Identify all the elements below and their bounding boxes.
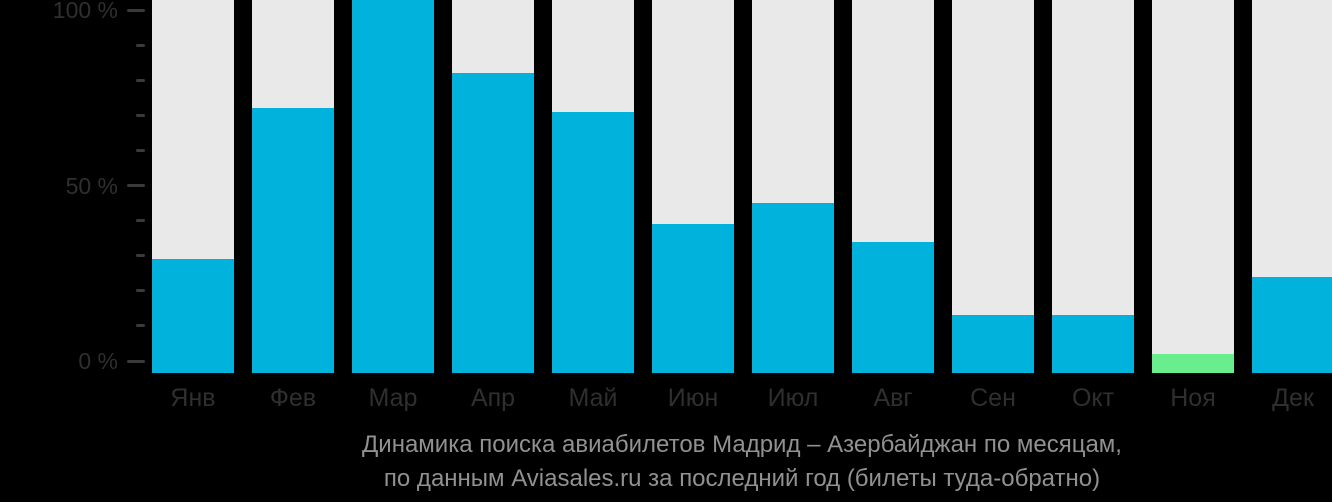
x-axis-label: Янв [170, 384, 216, 412]
x-axis-label: Авг [873, 384, 913, 412]
x-axis-label: Окт [1071, 384, 1115, 412]
y-axis-tick [136, 78, 145, 82]
y-axis-tick [127, 8, 145, 12]
bar-track [252, 0, 334, 373]
bar-fill [752, 203, 834, 373]
bar-fill [952, 315, 1034, 373]
bar-track [952, 0, 1034, 373]
y-axis-tick-label: 50 % [65, 172, 118, 199]
bar-track [752, 0, 834, 373]
bar-track [652, 0, 734, 373]
bar-track [1252, 0, 1332, 373]
bar-fill [552, 111, 634, 373]
y-axis-tick [136, 219, 145, 223]
x-axis-label: Июл [767, 384, 819, 412]
bar-track [452, 0, 534, 373]
bar-fill [452, 73, 534, 373]
y-axis-tick [127, 359, 145, 363]
bar-fill [1152, 353, 1234, 373]
y-axis-tick-label: 0 % [78, 348, 118, 374]
chart-title-line-1: Динамика поиска авиабилетов Мадрид – Азе… [362, 431, 1122, 458]
bar-track [552, 0, 634, 373]
y-axis-tick [136, 113, 145, 117]
bar-track [352, 0, 434, 373]
bar-fill [252, 108, 334, 373]
y-axis-tick [136, 43, 145, 47]
y-axis-tick [136, 254, 145, 258]
y-axis-tick [127, 184, 145, 187]
x-axis-label: Мар [368, 384, 418, 412]
bar-track [1152, 0, 1234, 373]
chart-title: Динамика поиска авиабилетов Мадрид – Азе… [152, 428, 1332, 496]
x-axis-label: Фев [269, 384, 317, 412]
x-axis-label: Май [568, 384, 618, 412]
y-axis-tick [136, 289, 145, 293]
bar-fill [652, 224, 734, 373]
bar-fill [1052, 315, 1134, 373]
bar-fill [1252, 276, 1332, 373]
x-axis-label: Апр [470, 384, 516, 412]
bar-track [1052, 0, 1134, 373]
bar-fill [152, 259, 234, 373]
bar-track [852, 0, 934, 373]
bar-track [152, 0, 234, 373]
x-axis-label: Дек [1272, 384, 1314, 412]
x-axis-label: Сен [970, 384, 1016, 412]
x-axis-label: Июн [667, 384, 719, 412]
bar-fill [852, 241, 934, 373]
x-axis-label: Ноя [1170, 384, 1216, 412]
y-axis-tick [136, 148, 145, 152]
chart-title-line-2: по данным Aviasales.ru за последний год … [383, 465, 1101, 492]
bar-fill [352, 0, 434, 373]
y-axis-tick [136, 324, 145, 328]
y-axis-tick-label: 100 % [52, 0, 118, 23]
